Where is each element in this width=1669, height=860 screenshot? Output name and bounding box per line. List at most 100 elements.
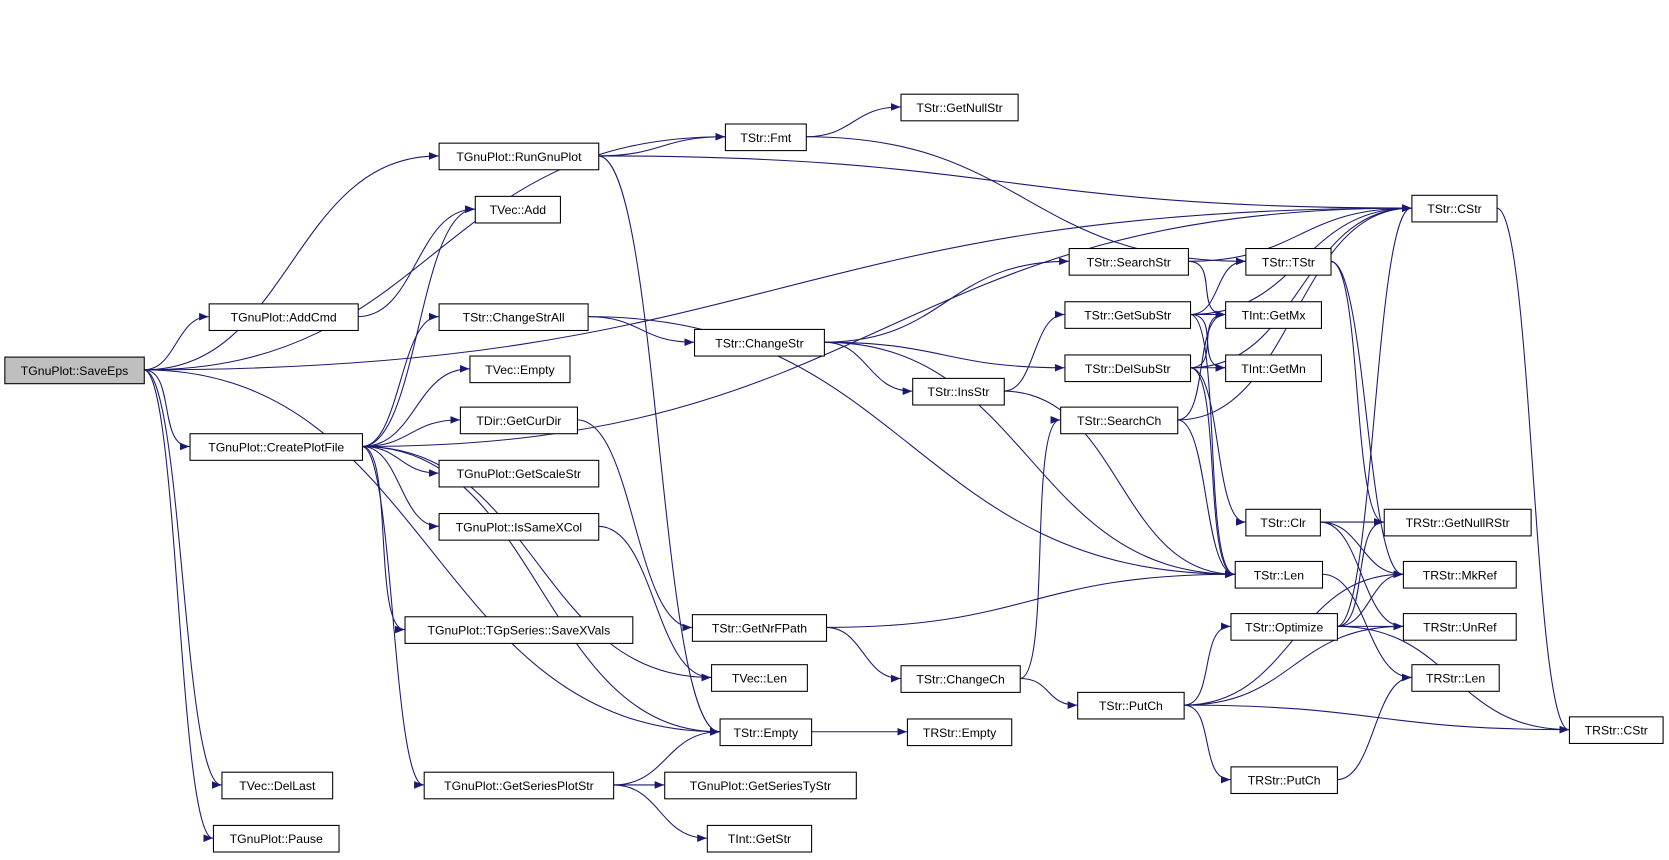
edge-is-same-xcol-to-vec-len — [598, 525, 712, 682]
edge-search-ch-to-str-len — [1177, 419, 1235, 579]
node-tgnu-plot-save-eps[interactable]: TGnuPlot::SaveEps — [4, 356, 145, 385]
node-box — [1245, 508, 1321, 537]
edge-run-gnu-plot-to-fmt — [598, 132, 725, 157]
node-label: TGnuPlot::TGpSeries::SaveXVals — [428, 624, 611, 638]
node-tstr-cstr[interactable]: TStr::CStr — [1411, 194, 1498, 223]
node-label: TStr::Clr — [1260, 516, 1306, 530]
edge-optimize-to-get-null-rstr — [1336, 518, 1384, 627]
node-box — [664, 771, 857, 800]
node-trstr-empty[interactable]: TRStr::Empty — [906, 718, 1013, 747]
node-tstr-del-sub-str[interactable]: TStr::DelSubStr — [1064, 354, 1192, 383]
node-tgnu-plot-get-scale-str[interactable]: TGnuPlot::GetScaleStr — [438, 459, 600, 488]
edge-ins-str-to-str-len — [1003, 390, 1235, 579]
node-tint-get-mn[interactable]: TInt::GetMn — [1225, 354, 1322, 383]
node-tgnu-plot-get-series-plot-str[interactable]: TGnuPlot::GetSeriesPlotStr — [423, 771, 615, 800]
node-tstr-change-str[interactable]: TStr::ChangeStr — [694, 328, 825, 357]
edge-search-str-to-cstr — [1187, 204, 1412, 262]
node-tstr-fmt[interactable]: TStr::Fmt — [724, 123, 807, 152]
node-label: TStr::PutCh — [1099, 699, 1163, 713]
node-box — [438, 303, 589, 332]
node-tvec-add[interactable]: TVec::Add — [474, 195, 561, 224]
node-tstr-get-null-str[interactable]: TStr::GetNullStr — [900, 93, 1019, 122]
node-trstr-un-ref[interactable]: TRStr::UnRef — [1402, 613, 1517, 641]
node-tstr-tstr[interactable]: TStr::TStr — [1245, 247, 1332, 276]
node-trstr-len[interactable]: TRStr::Len — [1411, 664, 1500, 692]
node-box — [1234, 560, 1324, 589]
node-label: TInt::GetStr — [728, 832, 791, 846]
node-tstr-change-ch[interactable]: TStr::ChangeCh — [900, 665, 1021, 693]
edge-save-eps-to-str-empty — [143, 369, 720, 736]
node-tstr-optimize[interactable]: TStr::Optimize — [1230, 613, 1338, 641]
node-tgnu-plot-tgp-series-save-xvals[interactable]: TGnuPlot::TGpSeries::SaveXVals — [404, 616, 634, 644]
edge-save-eps-to-fmt — [143, 132, 725, 371]
node-tstr-get-nr-fpath[interactable]: TStr::GetNrFPath — [691, 614, 828, 642]
node-label: TInt::GetMn — [1241, 362, 1306, 376]
node-tstr-get-sub-str[interactable]: TStr::GetSubStr — [1064, 301, 1192, 329]
node-tgnu-plot-add-cmd[interactable]: TGnuPlot::AddCmd — [208, 303, 359, 332]
node-tvec-len[interactable]: TVec::Len — [711, 664, 808, 692]
node-label: TStr::GetNrFPath — [712, 622, 807, 636]
edge-create-plot-file-to-vec-len — [361, 445, 712, 682]
node-box — [469, 355, 571, 384]
edge-create-plot-file-to-is-same-xcol — [361, 445, 439, 531]
node-tint-get-str[interactable]: TInt::GetStr — [706, 824, 813, 853]
node-trstr-cstr[interactable]: TRStr::CStr — [1568, 716, 1664, 744]
node-tstr-ins-str[interactable]: TStr::InsStr — [912, 377, 1005, 406]
node-box — [1060, 406, 1179, 435]
node-trstr-get-null-rstr[interactable]: TRStr::GetNullRStr — [1383, 508, 1532, 537]
node-label: TDir::GetCurDir — [476, 414, 561, 428]
edge-get-series-plot-str-to-str-empty — [613, 727, 720, 786]
node-tstr-clr[interactable]: TStr::Clr — [1245, 508, 1321, 537]
node-tstr-change-str-all[interactable]: TStr::ChangeStrAll — [438, 303, 589, 332]
node-box — [1230, 613, 1338, 641]
node-tvec-del-last[interactable]: TVec::DelLast — [221, 771, 334, 800]
node-label: TStr::InsStr — [928, 385, 990, 399]
edge-tstr-ctor-to-get-null-rstr — [1330, 260, 1384, 526]
node-label: TStr::SearchCh — [1077, 414, 1162, 428]
node-box — [1064, 301, 1192, 329]
node-label: TVec::Len — [732, 672, 787, 686]
node-tgnu-plot-is-same-xcol[interactable]: TGnuPlot::IsSameXCol — [438, 513, 600, 541]
node-tstr-empty[interactable]: TStr::Empty — [719, 718, 813, 747]
node-tgnu-plot-run-gnu-plot[interactable]: TGnuPlot::RunGnuPlot — [438, 142, 600, 171]
edge-create-plot-file-to-get-series-plot-str — [361, 445, 424, 789]
edge-run-gnu-plot-to-str-empty — [598, 155, 720, 736]
node-trstr-put-ch[interactable]: TRStr::PutCh — [1230, 766, 1338, 795]
node-tint-get-mx[interactable]: TInt::GetMx — [1225, 301, 1322, 329]
node-box — [1225, 301, 1322, 329]
node-box — [912, 377, 1005, 406]
edge-save-eps-to-pause — [143, 369, 214, 842]
node-box — [189, 433, 363, 461]
edge-create-plot-file-to-get-cur-dir — [361, 416, 460, 448]
edge-change-str-to-str-len — [823, 341, 1235, 579]
edge-search-str-to-get-mx — [1187, 260, 1226, 319]
node-label: TRStr::PutCh — [1248, 774, 1321, 788]
node-box — [438, 142, 600, 171]
node-label: TGnuPlot::GetSeriesTyStr — [690, 779, 831, 793]
node-tstr-put-ch[interactable]: TStr::PutCh — [1077, 691, 1185, 720]
node-tstr-search-ch[interactable]: TStr::SearchCh — [1060, 406, 1179, 435]
node-tvec-empty[interactable]: TVec::Empty — [469, 355, 571, 384]
node-tgnu-plot-get-series-ty-str[interactable]: TGnuPlot::GetSeriesTyStr — [664, 771, 857, 800]
edge-change-str-to-del-sub-str — [823, 341, 1065, 372]
edge-create-plot-file-to-vec-empty — [361, 364, 470, 448]
edge-rstr-put-ch-to-rstr-len — [1336, 673, 1412, 781]
node-box — [1383, 508, 1532, 537]
edge-change-str-to-search-str — [823, 257, 1069, 343]
node-tstr-len[interactable]: TStr::Len — [1234, 560, 1324, 589]
node-box — [1411, 194, 1498, 223]
edge-get-nr-fpath-to-str-len — [825, 570, 1235, 628]
node-tgnu-plot-pause[interactable]: TGnuPlot::Pause — [212, 824, 340, 853]
node-trstr-mk-ref[interactable]: TRStr::MkRef — [1402, 560, 1517, 589]
node-tgnu-plot-create-plot-file[interactable]: TGnuPlot::CreatePlotFile — [189, 433, 363, 461]
node-box — [906, 718, 1013, 747]
edge-ins-str-to-get-sub-str — [1003, 310, 1065, 392]
node-tdir-get-cur-dir[interactable]: TDir::GetCurDir — [459, 406, 578, 435]
node-label: TStr::SearchStr — [1087, 255, 1171, 269]
edge-fmt-to-get-null-str — [805, 103, 901, 138]
node-tstr-search-str[interactable]: TStr::SearchStr — [1068, 247, 1189, 276]
node-label: TVec::DelLast — [239, 779, 316, 793]
edge-del-sub-str-to-str-len — [1189, 367, 1235, 578]
edge-clr-to-mk-ref — [1319, 521, 1403, 579]
